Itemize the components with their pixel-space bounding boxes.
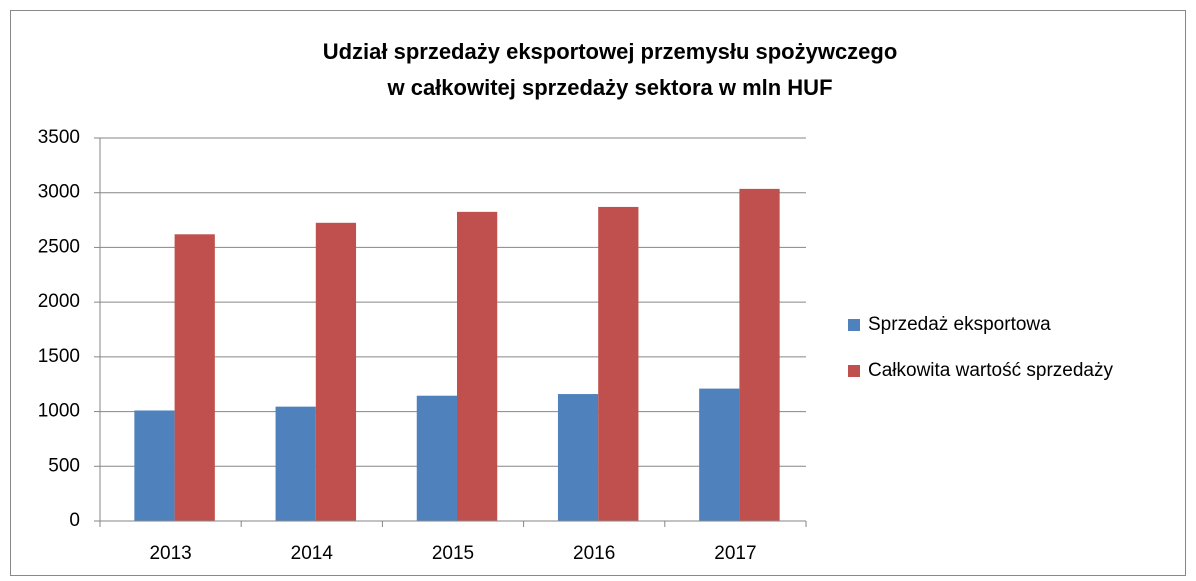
bar <box>315 222 357 522</box>
bar <box>739 188 780 522</box>
y-tick-label: 2500 <box>38 236 80 257</box>
y-tick-label: 2000 <box>38 291 80 312</box>
y-tick-label: 500 <box>48 455 80 476</box>
bar <box>275 406 316 521</box>
bar <box>699 388 740 521</box>
bar <box>598 206 639 521</box>
y-tick-label: 1500 <box>38 346 80 367</box>
x-tick-label: 2013 <box>149 543 191 564</box>
bar <box>416 395 457 521</box>
bar <box>134 410 175 521</box>
y-tick-label: 1000 <box>38 401 80 422</box>
y-tick-label: 0 <box>69 510 80 531</box>
legend-label: Sprzedaż eksportowa <box>868 314 1051 335</box>
y-tick-label: 3000 <box>38 182 80 203</box>
x-tick-label: 2016 <box>573 543 615 564</box>
y-tick-label: 3500 <box>38 127 80 148</box>
legend-swatch <box>848 319 860 331</box>
x-tick-label: 2014 <box>291 543 334 564</box>
bar <box>457 211 498 521</box>
chart-title: w całkowitej sprzedaży sektora w mln HUF <box>386 75 832 100</box>
bar <box>557 394 599 521</box>
legend-swatch <box>848 365 860 377</box>
x-tick-label: 2017 <box>714 543 756 564</box>
x-tick-label: 2015 <box>432 543 474 564</box>
bar <box>174 234 215 521</box>
legend-label: Całkowita wartość sprzedaży <box>868 360 1113 381</box>
chart-title: Udział sprzedaży eksportowej przemysłu s… <box>323 39 898 64</box>
